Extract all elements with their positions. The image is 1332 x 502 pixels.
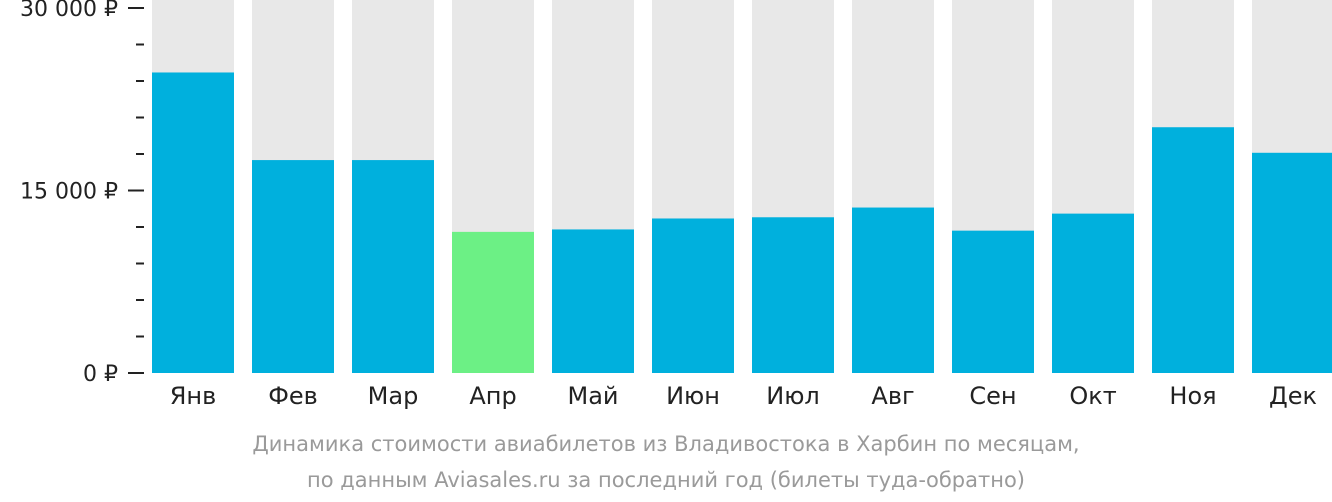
x-tick-label: Май <box>567 382 618 410</box>
x-tick-label: Авг <box>871 382 914 410</box>
bar-6[interactable] <box>652 218 734 373</box>
bar-3[interactable] <box>352 160 434 373</box>
x-tick-label: Сен <box>969 382 1016 410</box>
x-tick-label: Апр <box>469 382 516 410</box>
bar-5[interactable] <box>552 229 634 373</box>
bar-9[interactable] <box>952 230 1034 373</box>
data-bars <box>152 72 1332 373</box>
x-axis-labels: Янв Фев Мар Апр Май Июн Июл Авг Сен Окт Ноя Дек <box>170 382 1317 410</box>
bar-12[interactable] <box>1252 152 1332 373</box>
bar-1[interactable] <box>152 72 234 373</box>
caption-line-2: по данным Aviasales.ru за последний год … <box>307 468 1025 492</box>
bar-4[interactable] <box>452 231 534 373</box>
y-tick-label: 15 000 ₽ <box>20 180 118 205</box>
x-tick-label: Дек <box>1269 382 1317 410</box>
y-tick-label: 0 ₽ <box>83 362 118 387</box>
caption-line-1: Динамика стоимости авиабилетов из Владив… <box>252 432 1080 456</box>
bar-8[interactable] <box>852 207 934 373</box>
x-tick-label: Июл <box>766 382 820 410</box>
bar-2[interactable] <box>252 160 334 373</box>
y-tick-label: 30 000 ₽ <box>20 0 118 22</box>
bar-10[interactable] <box>1052 213 1134 373</box>
x-tick-label: Мар <box>368 382 419 410</box>
x-tick-label: Окт <box>1069 382 1116 410</box>
x-tick-label: Ноя <box>1169 382 1216 410</box>
x-tick-label: Июн <box>666 382 720 410</box>
x-tick-label: Янв <box>170 382 217 410</box>
bar-11[interactable] <box>1152 127 1234 373</box>
x-tick-label: Фев <box>268 382 318 410</box>
y-axis: 0 ₽ 15 000 ₽ 30 000 ₽ <box>20 0 144 387</box>
bar-7[interactable] <box>752 217 834 373</box>
